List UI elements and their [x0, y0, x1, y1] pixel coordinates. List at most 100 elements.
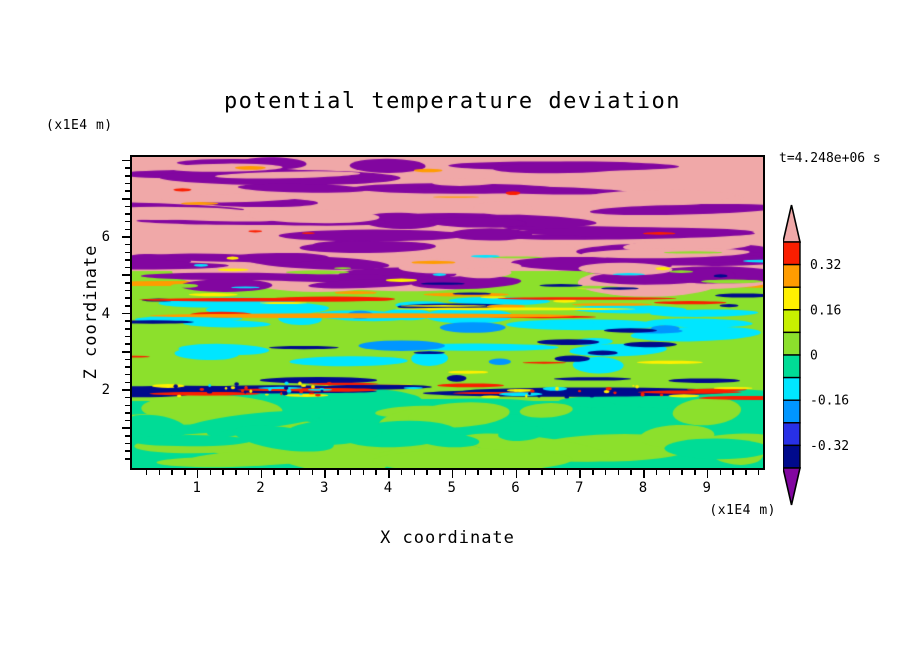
- x-tick-mark: [451, 470, 454, 478]
- x-tick-mark: [298, 470, 301, 475]
- colorbar-segment: [783, 286, 801, 311]
- x-axis-title: X coordinate: [380, 528, 515, 548]
- x-tick-mark: [222, 470, 224, 475]
- z-tick-mark: [125, 343, 130, 345]
- z-tick-mark: [122, 312, 130, 315]
- colorbar-tick-label: 0: [810, 349, 818, 364]
- z-tick-label: 6: [101, 229, 110, 245]
- z-tick-label: 2: [101, 382, 110, 398]
- z-tick-mark: [125, 228, 130, 231]
- z-tick-mark: [125, 175, 130, 177]
- z-tick-mark: [125, 412, 130, 414]
- x-tick-mark: [413, 470, 416, 475]
- x-tick-mark: [196, 470, 199, 478]
- colorbar-segment: [783, 331, 801, 356]
- x-tick-label: 1: [192, 480, 201, 496]
- z-tick-mark: [122, 389, 130, 391]
- z-tick-mark: [125, 404, 130, 407]
- x-tick-mark: [235, 470, 237, 475]
- z-tick-mark: [125, 366, 130, 368]
- z-tick-mark: [125, 396, 130, 399]
- x-tick-label: 4: [383, 480, 393, 496]
- x-tick-mark: [643, 470, 645, 478]
- colorbar-segment: [783, 263, 801, 288]
- z-tick-mark: [125, 305, 130, 307]
- x-tick-mark: [464, 470, 467, 475]
- x-tick-mark: [349, 470, 352, 475]
- x-tick-mark: [362, 470, 365, 475]
- z-tick-mark: [125, 205, 130, 208]
- x-tick-mark: [184, 470, 186, 475]
- x-tick-mark: [745, 470, 747, 475]
- z-tick-mark: [122, 350, 130, 353]
- x-tick-label: 7: [575, 480, 584, 496]
- z-tick-mark: [125, 297, 130, 299]
- z-tick-mark: [125, 182, 130, 185]
- x-tick-mark: [604, 470, 607, 475]
- chart-title: potential temperature deviation: [223, 89, 682, 114]
- z-tick-mark: [125, 220, 130, 223]
- x-tick-mark: [541, 470, 543, 475]
- colorbar-segment: [783, 376, 801, 401]
- x-tick-mark: [158, 470, 161, 475]
- colorbar-tick-label: 0.32: [810, 258, 841, 273]
- x-tick-label: 8: [638, 480, 648, 496]
- x-tick-mark: [490, 470, 492, 475]
- z-tick-mark: [125, 213, 130, 215]
- x-tick-mark: [528, 470, 530, 475]
- colorbar-segment: [783, 444, 801, 469]
- colorbar-tick-label: -0.32: [810, 439, 849, 454]
- z-tick-mark: [125, 419, 130, 422]
- z-tick-mark: [125, 435, 130, 437]
- colorbar-segment: [783, 422, 801, 447]
- x-tick-mark: [273, 470, 275, 475]
- x-tick-mark: [630, 470, 632, 475]
- x-tick-mark: [209, 470, 212, 475]
- x-tick-label: 6: [511, 480, 520, 496]
- z-tick-mark: [122, 274, 130, 277]
- x-tick-mark: [247, 470, 250, 475]
- z-axis-ticks: [120, 155, 130, 470]
- x-tick-mark: [426, 470, 428, 475]
- colorbar-under-arrow: [783, 467, 802, 506]
- x-tick-mark: [286, 470, 288, 475]
- z-tick-mark: [122, 159, 130, 162]
- z-axis-tick-labels: 2 4 6: [86, 155, 120, 470]
- z-tick-mark: [125, 190, 130, 192]
- z-tick-mark: [125, 381, 130, 384]
- timestamp-label: t=4.248e+06 s: [779, 151, 881, 166]
- x-tick-mark: [400, 470, 403, 475]
- x-tick-label: 5: [447, 480, 456, 496]
- z-tick-mark: [125, 442, 130, 445]
- colorbar-segment: [783, 241, 801, 266]
- x-tick-mark: [706, 470, 709, 478]
- z-tick-mark: [125, 458, 130, 460]
- x-axis-ticks: [131, 470, 766, 480]
- z-tick-mark: [125, 373, 130, 376]
- x-tick-mark: [617, 470, 620, 475]
- colorbar-tick-label: 0.16: [810, 303, 841, 318]
- x-tick-mark: [553, 470, 556, 475]
- heatmap-canvas: [132, 157, 763, 468]
- z-tick-mark: [125, 335, 130, 338]
- colorbar: 0.32 0.16 0 -0.16 -0.32: [783, 204, 849, 506]
- x-tick-mark: [719, 470, 722, 475]
- x-tick-mark: [311, 470, 314, 475]
- z-tick-mark: [125, 251, 130, 254]
- z-axis-unit-label: (x1E4 m): [46, 118, 113, 133]
- z-tick-mark: [125, 167, 130, 169]
- x-tick-mark: [579, 470, 581, 478]
- x-tick-mark: [668, 470, 671, 475]
- x-tick-label: 9: [702, 480, 711, 496]
- x-tick-mark: [566, 470, 569, 475]
- x-axis-tick-labels: 1 2 3 4 5 6 7 8 9: [131, 480, 766, 500]
- z-tick-mark: [125, 320, 130, 322]
- x-tick-mark: [260, 470, 263, 478]
- x-tick-mark: [592, 470, 594, 475]
- x-tick-mark: [145, 470, 148, 475]
- x-tick-mark: [477, 470, 479, 475]
- z-tick-mark: [125, 328, 130, 330]
- colorbar-over-arrow: [783, 204, 802, 243]
- colorbar-segment: [783, 354, 801, 379]
- z-tick-mark: [125, 358, 130, 361]
